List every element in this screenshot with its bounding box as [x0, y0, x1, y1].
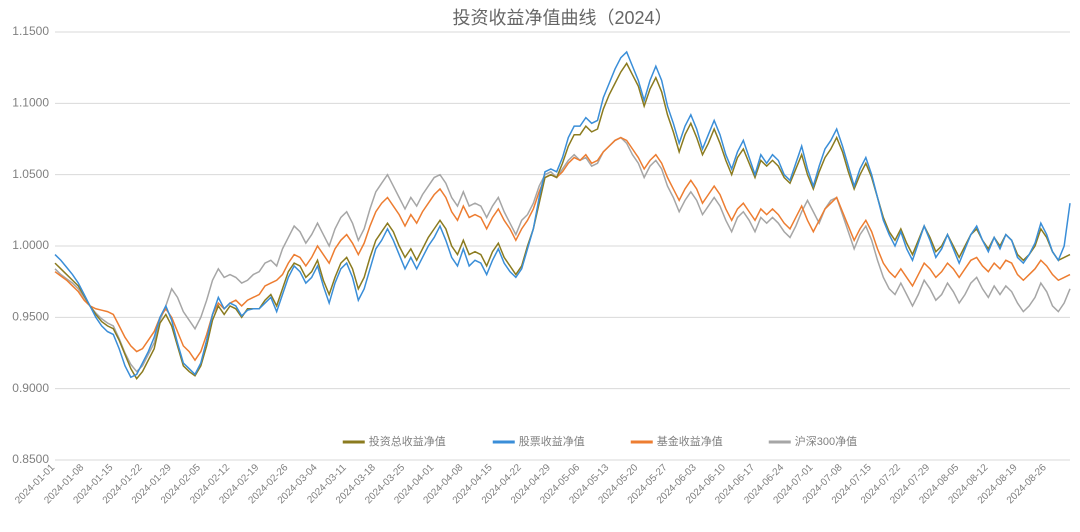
y-tick-label: 1.0500 [12, 167, 49, 181]
legend-label-csi300: 沪深300净值 [795, 434, 857, 448]
chart-container: 投资收益净值曲线（2024） 0.8500 0.9000 0.9500 1.0000 1.… [0, 0, 1080, 532]
legend-label-fund: 基金收益净值 [657, 434, 723, 448]
y-tick-label: 0.9000 [12, 381, 49, 395]
y-tick-label: 0.8500 [12, 452, 49, 466]
y-tick-label: 1.1500 [12, 24, 49, 38]
chart-title: 投资收益净值曲线（2024） [452, 8, 672, 28]
series-stock [55, 52, 1070, 377]
series-fund [55, 138, 1070, 361]
chart-svg: 投资收益净值曲线（2024） 0.8500 0.9000 0.9500 1.0000 1.… [0, 0, 1080, 532]
y-tick-label: 1.1000 [12, 96, 49, 110]
legend-label-stock: 股票收益净值 [519, 434, 585, 448]
legend-label-total: 投资总收益净值 [369, 434, 446, 448]
y-tick-label: 1.0000 [12, 238, 49, 252]
y-tick-label: 0.9500 [12, 310, 49, 324]
